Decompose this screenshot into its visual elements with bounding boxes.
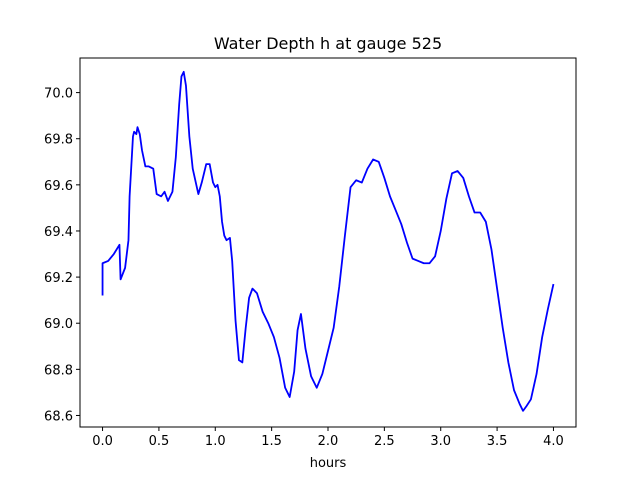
y-tick-label: 69.2 <box>44 271 73 286</box>
plot-area <box>101 70 555 412</box>
chart-title: Water Depth h at gauge 525 <box>214 34 442 53</box>
x-tick-label: 4.0 <box>543 434 564 449</box>
x-tick-label: 3.0 <box>430 434 451 449</box>
x-tick-label: 0.0 <box>92 434 113 449</box>
y-tick-label: 69.8 <box>44 133 73 148</box>
series-line-0 <box>101 70 555 412</box>
x-tick-label: 1.5 <box>261 434 282 449</box>
y-tick-label: 68.6 <box>44 409 73 424</box>
x-tick-label: 1.0 <box>205 434 226 449</box>
y-tick-label: 69.0 <box>44 317 73 332</box>
y-axis: 68.6 68.8 69.0 69.2 69.4 69.6 69.8 70.0 <box>44 87 80 424</box>
x-tick-label: 0.5 <box>149 434 170 449</box>
y-tick-label: 69.4 <box>44 225 73 240</box>
x-tick-label: 2.0 <box>318 434 339 449</box>
x-tick-label: 2.5 <box>374 434 395 449</box>
y-tick-label: 69.6 <box>44 179 73 194</box>
y-tick-label: 68.8 <box>44 363 73 378</box>
y-tick-label: 70.0 <box>44 87 73 102</box>
x-tick-label: 3.5 <box>487 434 508 449</box>
x-axis: 0.0 0.5 1.0 1.5 2.0 2.5 3.0 3.5 4.0 <box>92 427 564 449</box>
x-axis-label: hours <box>310 456 347 471</box>
